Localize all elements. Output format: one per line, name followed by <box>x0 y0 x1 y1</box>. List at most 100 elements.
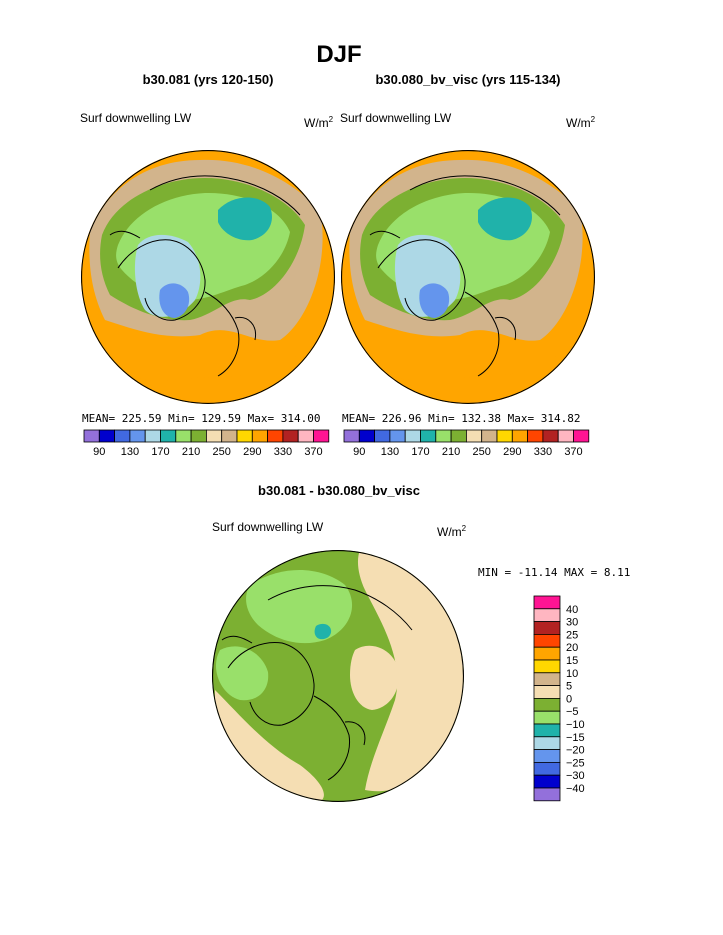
colorbar-diff-tick-label: −25 <box>566 757 585 769</box>
cbar-b-swatch <box>358 429 375 443</box>
map-diff-region-canada-negative <box>216 646 269 701</box>
diff-units-base: W/m <box>437 525 462 539</box>
map-b <box>341 150 595 404</box>
map-diff-region-siberia-positive <box>350 645 399 710</box>
colorbar-diff-tick-label: 5 <box>566 681 572 693</box>
cbar-a-swatch <box>221 429 238 443</box>
cbar-a-tick-label: 370 <box>304 446 322 458</box>
season-title: DJF <box>316 41 361 68</box>
stats-diff: MIN = -11.14 MAX = 8.11 <box>478 566 630 579</box>
map-diff-region-eastern-pacific-positive <box>357 550 464 792</box>
colorbar-diff-swatch <box>533 774 561 789</box>
colorbar-diff-swatch <box>533 736 561 750</box>
cbar-b-swatch <box>374 429 391 443</box>
colorbar-diff-tick-label: −40 <box>566 783 585 795</box>
map-a-coastline <box>109 175 301 377</box>
cbar-a-swatch <box>114 429 131 443</box>
cbar-b-swatch <box>573 429 590 443</box>
cbar-a-swatch <box>236 429 253 443</box>
colorbar-diff-tick-label: 40 <box>566 604 578 616</box>
colorbar-diff-tick-label: 15 <box>566 655 578 667</box>
cbar-a-swatch <box>251 429 269 443</box>
cbar-a-swatch <box>98 429 116 443</box>
panel-b-units-base: W/m <box>566 116 591 130</box>
cbar-a-tick-label: 130 <box>121 446 139 458</box>
cbar-b-swatch <box>481 429 498 443</box>
cbar-a-swatch <box>267 429 284 443</box>
panel-a-units: W/m2 <box>304 115 334 130</box>
stats-a-min: 129.59 <box>201 412 241 425</box>
map-a <box>81 150 335 404</box>
colorbar-diff-swatch <box>533 659 561 674</box>
cbar-a-tick-label: 170 <box>151 446 169 458</box>
colorbar-diff-tick-label: 30 <box>566 617 578 629</box>
map-b-region-greenland-ice-sheet <box>419 283 450 318</box>
panel-a-units-base: W/m <box>304 116 329 130</box>
stats-a-max-label: Max= <box>248 412 275 425</box>
stats-b-mean-label: MEAN= <box>342 412 375 425</box>
panel-b-units-sup: 2 <box>591 115 596 124</box>
cbar-b-swatch <box>435 429 452 443</box>
cbar-b-swatch <box>465 429 483 443</box>
colorbar-diff-swatch <box>533 787 561 802</box>
colorbar-diff-swatch <box>533 710 561 725</box>
cbar-b-swatch <box>527 429 544 443</box>
stats-diff-min-label: MIN = <box>478 566 511 579</box>
map-diff <box>212 550 464 802</box>
colorbar-a: 90 130 170 210 250 290 330 370 <box>83 429 330 458</box>
colorbar-diff-swatch <box>533 672 561 686</box>
stats-b-min: 132.38 <box>461 412 501 425</box>
cbar-b-swatch <box>389 429 406 443</box>
stats-b-max-label: Max= <box>508 412 535 425</box>
diff-title: b30.081 - b30.080_bv_visc <box>258 483 420 498</box>
cbar-b-tick-label: 250 <box>473 446 491 458</box>
colorbar-diff-tick-label: 0 <box>566 693 572 705</box>
stats-a: MEAN= 225.59 Min= 129.59 Max= 314.00 <box>82 412 321 425</box>
cbar-b-swatch <box>496 429 513 443</box>
colorbar-diff-tick-label: 25 <box>566 629 578 641</box>
map-diff-region-central-arctic-spot <box>314 623 332 640</box>
cbar-b-tick-label: 290 <box>503 446 521 458</box>
cbar-a-swatch <box>282 429 299 443</box>
cbar-b-swatch <box>511 429 528 443</box>
cbar-b-swatch <box>343 429 360 443</box>
panel-a-title: b30.081 (yrs 120-150) <box>143 72 274 87</box>
stats-a-mean-label: MEAN= <box>82 412 115 425</box>
colorbar-diff-swatch <box>533 621 561 635</box>
map-diff-coastline <box>221 585 413 781</box>
cbar-a-swatch <box>190 429 207 443</box>
colorbar-diff-tick-label: −15 <box>566 732 585 744</box>
cbar-a-swatch <box>144 429 161 443</box>
stats-b: MEAN= 226.96 Min= 132.38 Max= 314.82 <box>342 412 581 425</box>
colorbar-diff-tick-label: −30 <box>566 770 585 782</box>
map-b-boundary <box>341 150 595 404</box>
cbar-b-tick-label: 130 <box>381 446 399 458</box>
stats-a-max: 314.00 <box>281 412 321 425</box>
colorbar-diff-swatch <box>533 634 561 648</box>
cbar-a-tick-label: 210 <box>182 446 200 458</box>
cbar-a-tick-label: 330 <box>274 446 292 458</box>
colorbar-diff-swatch <box>533 685 561 699</box>
panel-b-title: b30.080_bv_visc (yrs 115-134) <box>375 72 560 87</box>
stats-diff-max-label: MAX = <box>564 566 597 579</box>
panel-b-units: W/m2 <box>566 115 596 130</box>
map-a-region-greenland-ice-sheet <box>159 283 190 318</box>
colorbar-diff-swatch <box>533 646 561 661</box>
colorbar-diff-tick-label: −20 <box>566 745 585 757</box>
panel-b-variable: Surf downwelling LW <box>340 111 452 125</box>
colorbar-diff-swatch <box>533 762 561 776</box>
panel-a-units-sup: 2 <box>329 115 334 124</box>
cbar-a-swatch <box>129 429 146 443</box>
colorbar-diff-swatch <box>533 749 561 763</box>
cbar-b-swatch <box>404 429 421 443</box>
colorbar-diff-tick-label: 10 <box>566 668 578 680</box>
diff-units-sup: 2 <box>462 524 467 533</box>
cbar-b-swatch <box>420 429 437 443</box>
colorbar-b: 90 130 170 210 250 290 330 370 <box>343 429 590 458</box>
cbar-a-tick-label: 250 <box>213 446 231 458</box>
cbar-b-swatch <box>542 429 559 443</box>
cbar-a-swatch <box>175 429 192 443</box>
map-b-coastline <box>369 175 561 377</box>
